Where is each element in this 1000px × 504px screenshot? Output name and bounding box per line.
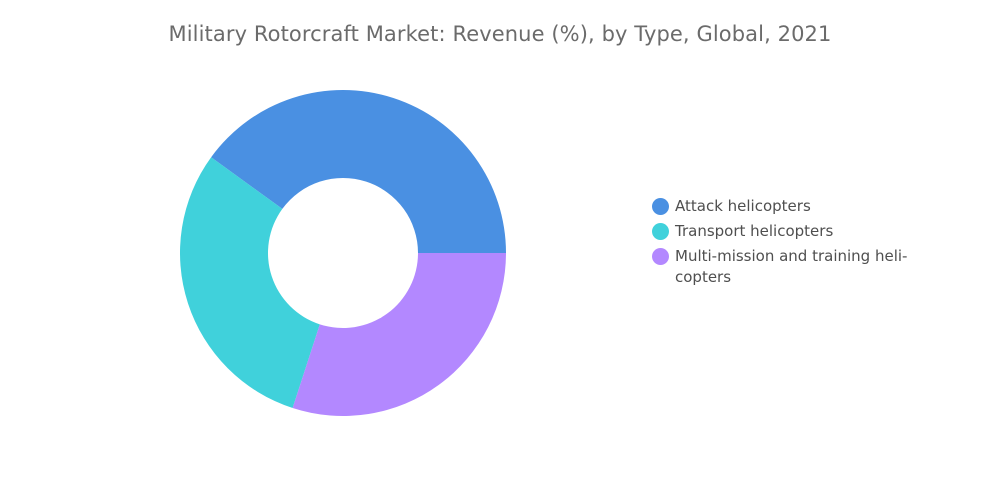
legend-swatch-attack [652,198,669,215]
slice-multimission [292,253,506,416]
chart-title: Military Rotorcraft Market: Revenue (%),… [168,22,832,46]
legend-swatch-transport [652,223,669,240]
donut-chart [180,90,506,416]
legend-item-transport: Transport helicopters [652,221,932,242]
slice-transport [180,157,320,409]
legend-label-multimission: Multi-mission and training heli- copters [675,247,908,286]
legend-label-attack: Attack helicopters [675,197,811,215]
legend-swatch-multimission [652,248,669,265]
legend-item-multimission: Multi-mission and training heli- copters [652,246,932,288]
legend-label-transport: Transport helicopters [675,222,834,240]
slice-attack [211,90,506,253]
legend: Attack helicopters Transport helicopters… [652,196,932,292]
legend-item-attack: Attack helicopters [652,196,932,217]
